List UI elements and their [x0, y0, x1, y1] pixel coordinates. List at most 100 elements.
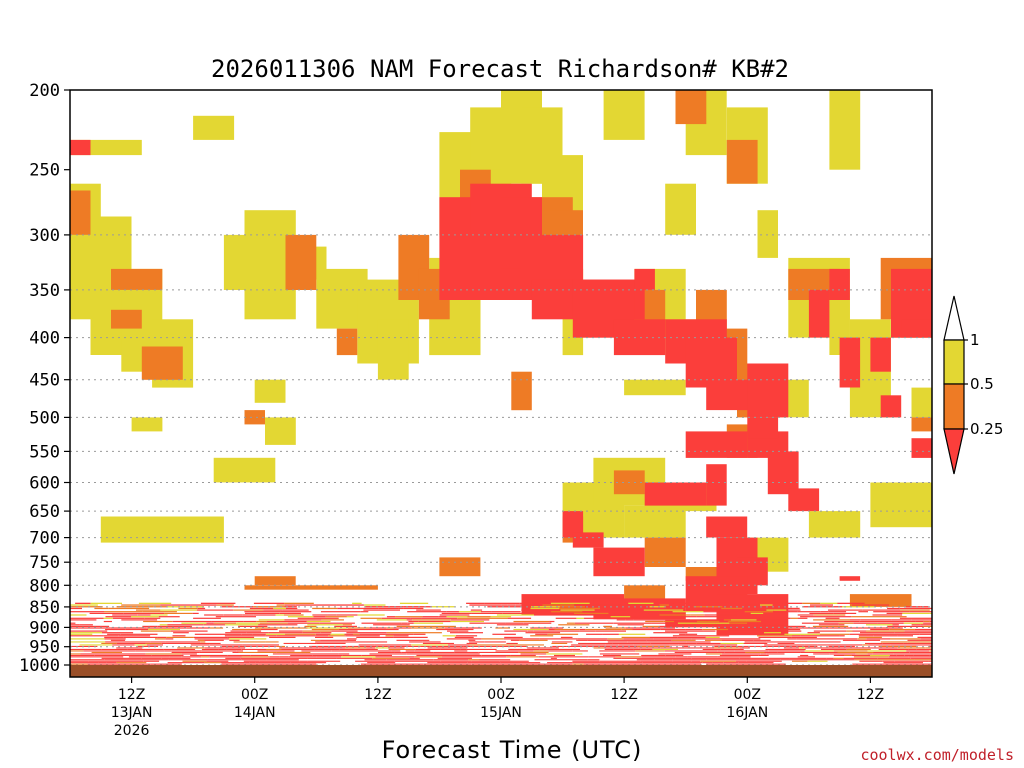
boundary-layer-band: [550, 602, 590, 604]
boundary-layer-band: [659, 625, 681, 627]
boundary-layer-band: [797, 611, 821, 613]
boundary-layer-band: [678, 644, 689, 646]
boundary-layer-band: [261, 628, 278, 631]
boundary-layer-band: [120, 633, 128, 635]
boundary-layer-band: [549, 620, 555, 623]
boundary-layer-band: [868, 644, 891, 646]
boundary-layer-band: [762, 627, 803, 629]
boundary-layer-band: [241, 648, 266, 650]
boundary-layer-band: [889, 654, 897, 656]
boundary-layer-band: [899, 609, 930, 611]
boundary-layer-band: [361, 654, 387, 656]
boundary-layer-band: [646, 639, 672, 641]
boundary-layer-band: [241, 656, 270, 658]
boundary-layer-band: [691, 660, 701, 662]
boundary-layer-band: [70, 656, 107, 658]
boundary-layer-band: [480, 611, 492, 613]
boundary-layer-band: [175, 657, 191, 659]
boundary-layer-band: [917, 636, 932, 638]
boundary-layer-band: [157, 625, 192, 627]
boundary-layer-band: [190, 654, 200, 656]
boundary-layer-band: [696, 651, 725, 653]
boundary-layer-band: [745, 604, 760, 606]
boundary-layer-band: [459, 663, 472, 665]
boundary-layer-band: [123, 612, 165, 614]
boundary-layer-band: [338, 628, 373, 631]
boundary-layer-band: [447, 630, 459, 632]
boundary-layer-band: [583, 617, 605, 619]
boundary-layer-band: [91, 651, 122, 653]
boundary-layer-band: [760, 604, 773, 606]
boundary-layer-band: [302, 653, 339, 655]
boundary-layer-band: [221, 606, 254, 608]
y-axis: 200 250 300 350 400 450 500 550 600 650 700 750 8008…: [19, 81, 70, 676]
x-axis: 12Z 13JAN 2026 00Z 14JAN 12Z 00Z 15JAN 12Z 00Z 16J…: [111, 677, 884, 739]
boundary-layer-band: [911, 619, 932, 621]
boundary-layer-band: [361, 622, 402, 624]
boundary-layer-band: [107, 633, 121, 635]
boundary-layer-band: [605, 627, 626, 629]
boundary-layer-band: [105, 616, 131, 618]
boundary-layer-band: [612, 642, 651, 644]
boundary-layer-band: [165, 641, 201, 643]
boundary-layer-band: [633, 648, 641, 650]
boundary-layer-band: [837, 602, 865, 604]
boundary-layer-band: [79, 624, 93, 626]
boundary-layer-band: [492, 633, 504, 635]
boundary-layer-band: [658, 653, 692, 655]
boundary-layer-band: [346, 632, 387, 634]
boundary-layer-band: [218, 648, 227, 650]
heatmap-cell-1-24: [675, 90, 707, 125]
boundary-layer-band: [605, 644, 619, 646]
boundary-layer-band: [878, 648, 909, 650]
boundary-layer-band: [243, 660, 260, 662]
boundary-layer-band: [75, 602, 91, 604]
boundary-layer-band: [758, 602, 783, 604]
boundary-layer-band: [369, 627, 387, 629]
boundary-layer-band: [415, 648, 441, 650]
boundary-layer-band: [422, 641, 441, 643]
heatmap-cell-0-12: [254, 379, 286, 403]
boundary-layer-band: [675, 663, 701, 665]
boundary-layer-band: [181, 656, 202, 658]
boundary-layer-band: [839, 616, 852, 618]
boundary-layer-band: [433, 663, 460, 665]
boundary-layer-band: [889, 628, 915, 631]
boundary-layer-band: [572, 663, 584, 665]
boundary-layer-band: [905, 606, 913, 608]
boundary-layer-band: [366, 647, 376, 649]
boundary-layer-band: [307, 660, 341, 662]
boundary-layer-band: [250, 645, 261, 647]
y-tick-label-550: 550: [29, 442, 60, 462]
boundary-layer-band: [394, 660, 426, 662]
heatmap-cell-2-20: [839, 576, 861, 581]
boundary-layer-band: [680, 624, 694, 626]
boundary-layer-band: [914, 659, 932, 661]
boundary-layer-band: [649, 606, 666, 608]
boundary-layer-band: [172, 620, 212, 623]
boundary-layer-band: [233, 641, 266, 643]
boundary-layer-band: [312, 607, 338, 610]
boundary-layer-band: [484, 602, 520, 604]
boundary-layer-band: [677, 636, 706, 638]
boundary-layer-band: [386, 654, 392, 656]
boundary-layer-band: [112, 617, 145, 619]
boundary-layer-band: [257, 650, 295, 652]
boundary-layer-band: [141, 641, 150, 643]
boundary-layer-band: [287, 616, 314, 618]
boundary-layer-band: [470, 609, 483, 611]
boundary-layer-band: [897, 647, 926, 649]
boundary-layer-band: [842, 639, 881, 641]
boundary-layer-band: [878, 645, 917, 647]
boundary-layer-band: [851, 657, 878, 659]
boundary-layer-band: [610, 616, 631, 618]
boundary-layer-band: [500, 662, 541, 664]
y-tick-label-500: 500: [29, 408, 60, 428]
boundary-layer-band: [595, 630, 626, 632]
boundary-layer-band: [339, 648, 378, 650]
boundary-layer-band: [171, 651, 200, 653]
heatmap-cell-2-15: [644, 482, 707, 506]
boundary-layer-band: [766, 641, 802, 643]
boundary-layer-band: [290, 662, 317, 664]
boundary-layer-band: [421, 617, 457, 619]
